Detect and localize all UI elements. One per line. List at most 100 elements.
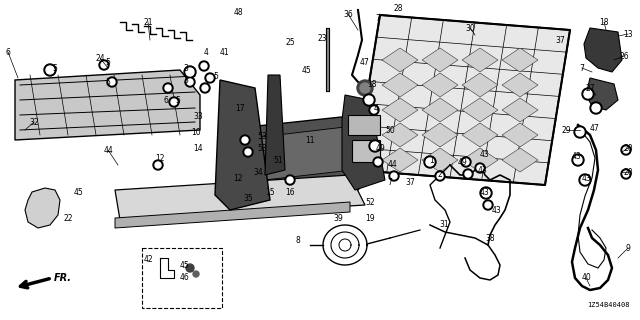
Text: 15: 15 xyxy=(265,188,275,196)
Text: 5: 5 xyxy=(106,58,111,67)
Circle shape xyxy=(576,128,584,136)
Text: 37: 37 xyxy=(405,178,415,187)
Text: 7: 7 xyxy=(580,63,584,73)
Circle shape xyxy=(424,156,436,168)
Text: 9: 9 xyxy=(625,244,630,252)
Circle shape xyxy=(371,142,379,150)
Circle shape xyxy=(205,73,215,83)
Polygon shape xyxy=(382,48,418,72)
Polygon shape xyxy=(502,148,538,172)
Text: 4: 4 xyxy=(204,47,209,57)
Circle shape xyxy=(357,80,373,96)
Text: 39: 39 xyxy=(333,213,343,222)
Circle shape xyxy=(202,85,208,91)
Text: 6: 6 xyxy=(6,47,10,57)
Circle shape xyxy=(480,187,492,199)
Polygon shape xyxy=(502,123,538,147)
Circle shape xyxy=(621,169,631,179)
Polygon shape xyxy=(265,75,285,175)
Text: 24: 24 xyxy=(95,53,105,62)
Bar xyxy=(348,115,380,135)
Polygon shape xyxy=(422,73,458,97)
Circle shape xyxy=(463,159,469,165)
Circle shape xyxy=(44,64,56,76)
Text: 45: 45 xyxy=(301,66,311,75)
Circle shape xyxy=(592,104,600,112)
Text: 20: 20 xyxy=(623,167,633,177)
Circle shape xyxy=(46,66,54,74)
Text: 43: 43 xyxy=(491,205,501,214)
Polygon shape xyxy=(115,175,365,220)
Text: 23: 23 xyxy=(317,34,327,43)
Circle shape xyxy=(369,105,379,115)
Text: 16: 16 xyxy=(285,188,295,196)
Circle shape xyxy=(165,85,171,91)
Circle shape xyxy=(287,177,293,183)
Circle shape xyxy=(579,174,591,186)
Circle shape xyxy=(171,99,177,105)
Text: 36: 36 xyxy=(343,10,353,19)
Circle shape xyxy=(482,189,490,197)
Circle shape xyxy=(243,147,253,157)
Circle shape xyxy=(360,83,370,93)
Text: 13: 13 xyxy=(623,29,633,38)
Circle shape xyxy=(155,162,161,168)
Polygon shape xyxy=(422,148,458,172)
Circle shape xyxy=(200,83,210,93)
Circle shape xyxy=(371,107,377,113)
Text: 14: 14 xyxy=(193,143,203,153)
Circle shape xyxy=(369,140,381,152)
Text: 41: 41 xyxy=(219,47,229,57)
Text: 8: 8 xyxy=(296,236,300,244)
Circle shape xyxy=(184,66,196,78)
Circle shape xyxy=(193,271,199,277)
Polygon shape xyxy=(422,123,458,147)
Polygon shape xyxy=(422,98,458,122)
Text: 47: 47 xyxy=(589,124,599,132)
Text: 18: 18 xyxy=(367,79,377,89)
Circle shape xyxy=(572,154,584,166)
Circle shape xyxy=(242,137,248,143)
Text: FR.: FR. xyxy=(54,273,72,283)
Circle shape xyxy=(101,62,107,68)
Polygon shape xyxy=(502,98,538,122)
Polygon shape xyxy=(115,202,350,228)
Bar xyxy=(352,140,380,162)
Text: 7: 7 xyxy=(376,13,380,22)
Text: 5: 5 xyxy=(214,71,218,81)
Text: 32: 32 xyxy=(29,117,39,126)
Text: 1: 1 xyxy=(429,156,435,164)
Text: 3: 3 xyxy=(184,76,188,84)
Circle shape xyxy=(109,79,115,85)
Text: 2: 2 xyxy=(438,170,442,179)
Text: 51: 51 xyxy=(273,156,283,164)
Text: 6: 6 xyxy=(164,95,168,105)
Polygon shape xyxy=(502,48,538,72)
Circle shape xyxy=(240,135,250,145)
Text: 38: 38 xyxy=(485,234,495,243)
Circle shape xyxy=(201,63,207,69)
Circle shape xyxy=(187,79,193,85)
Polygon shape xyxy=(462,148,498,172)
Polygon shape xyxy=(215,80,270,210)
Text: 49: 49 xyxy=(375,143,385,153)
Circle shape xyxy=(153,160,163,170)
Text: 49: 49 xyxy=(457,157,467,166)
Text: 48: 48 xyxy=(233,7,243,17)
Text: 44: 44 xyxy=(387,159,397,169)
Text: 34: 34 xyxy=(253,167,263,177)
Circle shape xyxy=(582,88,594,100)
Polygon shape xyxy=(355,15,570,185)
Polygon shape xyxy=(342,95,385,190)
Text: 43: 43 xyxy=(479,188,489,196)
Text: 19: 19 xyxy=(365,213,375,222)
Circle shape xyxy=(581,176,589,184)
Polygon shape xyxy=(382,148,418,172)
Text: 30: 30 xyxy=(465,23,475,33)
Text: 45: 45 xyxy=(73,188,83,196)
Circle shape xyxy=(475,163,485,173)
Text: 10: 10 xyxy=(191,127,201,137)
Circle shape xyxy=(465,171,471,177)
Text: 4: 4 xyxy=(374,103,378,113)
Text: 22: 22 xyxy=(63,213,73,222)
